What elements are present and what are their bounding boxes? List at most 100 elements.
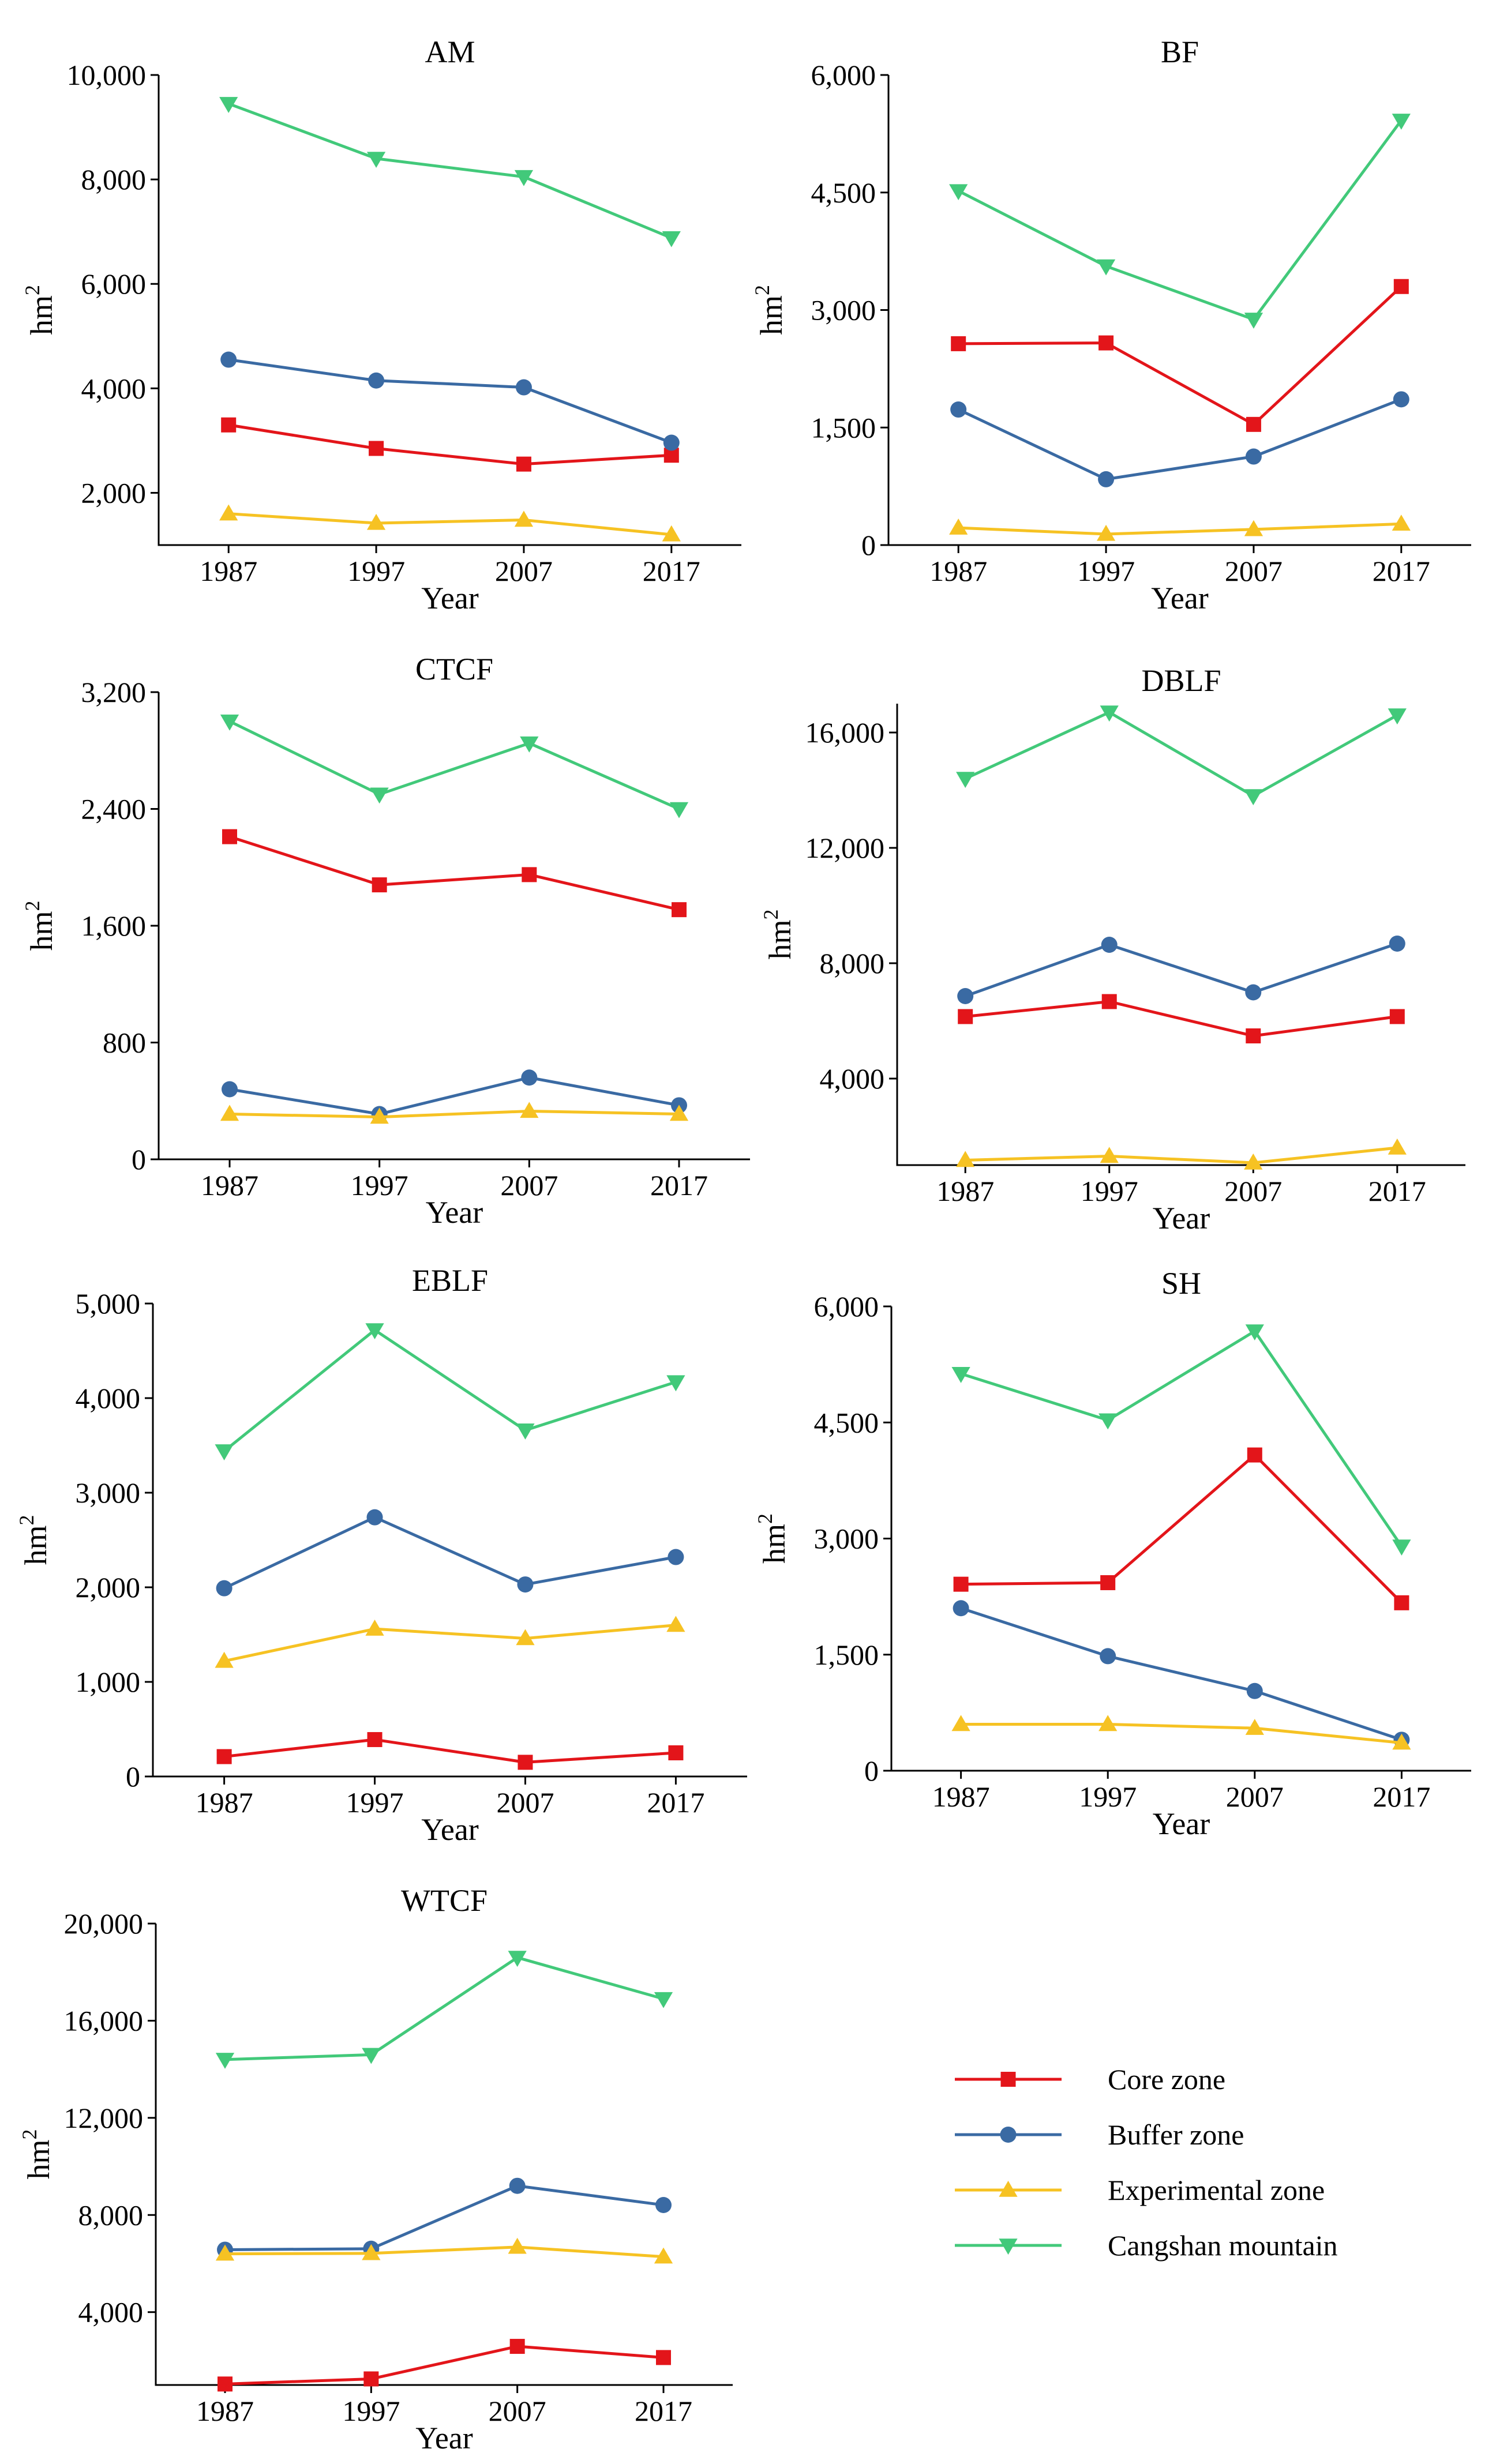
point-bf-buffer-2007 bbox=[1245, 448, 1262, 465]
point-wtcf-buffer-2017 bbox=[655, 2197, 672, 2213]
panel-bf: BF 0 1,500 3,000 4,500 6,000 1987 1997 2007 2017 Y… bbox=[751, 35, 1471, 615]
point-sh-experimental-2017 bbox=[1392, 1733, 1411, 1750]
point-ctcf-experimental-2007 bbox=[520, 1102, 539, 1118]
panel-eblf: EBLF 0 1,000 2,000 3,000 4,000 5,000 1987 1997 20… bbox=[15, 1263, 747, 1847]
point-sh-core-2007 bbox=[1247, 1447, 1262, 1463]
chart-title-dblf: DBLF bbox=[1141, 663, 1221, 698]
point-am-buffer-2017 bbox=[663, 434, 680, 451]
y-tick-label-sh-1: 1,500 bbox=[814, 1639, 879, 1671]
series-line-dblf-core bbox=[965, 1000, 1398, 1038]
x-tick-label-bf-1: 1997 bbox=[1077, 555, 1135, 587]
series-line-wtcf-core bbox=[224, 2345, 664, 2386]
point-ctcf-core-2017 bbox=[672, 902, 687, 918]
point-wtcf-experimental-2017 bbox=[654, 2247, 673, 2264]
y-tick-label-bf-3: 4,500 bbox=[811, 176, 876, 209]
point-dblf-cangshan-1987 bbox=[956, 772, 975, 788]
chart-title-ctcf: CTCF bbox=[415, 652, 493, 686]
x-tick-label-ctcf-3: 2017 bbox=[650, 1169, 708, 1201]
point-ctcf-core-1997 bbox=[372, 877, 387, 893]
point-bf-cangshan-2007 bbox=[1244, 313, 1263, 329]
legend-label-buffer: Buffer zone bbox=[1108, 2119, 1244, 2151]
y-tick-label-am-0: 2,000 bbox=[81, 476, 147, 509]
y-axis-title-eblf: hm2 bbox=[15, 1515, 53, 1565]
x-tick-label-eblf-0: 1987 bbox=[196, 1786, 253, 1819]
legend-marker-cangshan bbox=[999, 2238, 1018, 2255]
point-wtcf-experimental-1997 bbox=[362, 2244, 381, 2260]
series-line-eblf-cangshan bbox=[223, 1328, 677, 1452]
point-sh-cangshan-1997 bbox=[1098, 1413, 1118, 1430]
point-dblf-experimental-1997 bbox=[1100, 1147, 1119, 1163]
y-axis-title-am: hm2 bbox=[21, 285, 59, 335]
point-bf-experimental-2017 bbox=[1392, 514, 1411, 531]
point-sh-core-2017 bbox=[1394, 1595, 1409, 1610]
point-eblf-experimental-2007 bbox=[516, 1629, 535, 1646]
x-tick-label-sh-0: 1987 bbox=[932, 1781, 990, 1813]
x-tick-label-sh-2: 2007 bbox=[1226, 1781, 1284, 1813]
point-am-core-2007 bbox=[516, 456, 531, 472]
series-line-eblf-core bbox=[224, 1738, 676, 1764]
point-ctcf-experimental-1997 bbox=[370, 1107, 389, 1124]
series-line-am-core bbox=[228, 423, 672, 466]
point-sh-core-1987 bbox=[953, 1576, 969, 1592]
legend-label-experimental: Experimental zone bbox=[1108, 2174, 1325, 2206]
point-bf-buffer-1997 bbox=[1098, 471, 1115, 487]
point-dblf-cangshan-2017 bbox=[1388, 708, 1407, 725]
x-tick-label-am-3: 2017 bbox=[643, 555, 700, 587]
legend-marker-buffer bbox=[1000, 2127, 1017, 2143]
chart-title-am: AM bbox=[425, 35, 475, 69]
y-tick-label-am-3: 8,000 bbox=[81, 163, 147, 196]
point-bf-buffer-2017 bbox=[1393, 391, 1409, 408]
y-tick-label-wtcf-2: 12,000 bbox=[64, 2102, 144, 2134]
point-ctcf-cangshan-2017 bbox=[669, 802, 689, 818]
point-sh-cangshan-1987 bbox=[951, 1367, 970, 1383]
point-dblf-core-2007 bbox=[1246, 1028, 1261, 1043]
point-dblf-core-1997 bbox=[1101, 994, 1117, 1009]
y-tick-label-bf-0: 0 bbox=[861, 529, 876, 561]
y-tick-label-sh-0: 0 bbox=[864, 1755, 879, 1787]
point-dblf-buffer-1987 bbox=[957, 988, 974, 1004]
point-eblf-cangshan-2017 bbox=[666, 1375, 685, 1392]
point-ctcf-buffer-1987 bbox=[222, 1081, 238, 1098]
point-bf-cangshan-1987 bbox=[949, 184, 968, 201]
point-sh-buffer-1987 bbox=[953, 1600, 969, 1617]
point-eblf-buffer-1997 bbox=[366, 1509, 383, 1526]
x-tick-label-ctcf-1: 1997 bbox=[351, 1169, 408, 1201]
point-bf-experimental-2007 bbox=[1244, 520, 1263, 536]
axes-ctcf bbox=[158, 692, 750, 1160]
y-tick-label-eblf-4: 4,000 bbox=[76, 1382, 141, 1414]
point-dblf-experimental-2017 bbox=[1388, 1138, 1407, 1155]
series-line-sh-buffer bbox=[960, 1606, 1403, 1741]
series-line-ctcf-experimental bbox=[229, 1109, 680, 1119]
series-line-am-buffer bbox=[228, 358, 672, 444]
point-wtcf-core-1987 bbox=[218, 2376, 233, 2392]
point-ctcf-core-2007 bbox=[522, 867, 537, 882]
series-line-sh-experimental bbox=[961, 1723, 1402, 1745]
y-tick-label-eblf-0: 0 bbox=[126, 1760, 140, 1793]
point-bf-core-2007 bbox=[1246, 416, 1261, 432]
x-tick-label-dblf-0: 1987 bbox=[936, 1175, 994, 1207]
point-eblf-experimental-1997 bbox=[365, 1620, 384, 1636]
point-am-buffer-1987 bbox=[220, 351, 237, 368]
point-dblf-cangshan-1997 bbox=[1100, 705, 1119, 722]
point-dblf-core-2017 bbox=[1389, 1009, 1405, 1024]
y-axis-title-wtcf: hm2 bbox=[18, 2129, 56, 2179]
point-bf-core-2017 bbox=[1393, 279, 1409, 294]
series-line-bf-buffer bbox=[958, 398, 1402, 481]
point-dblf-buffer-1997 bbox=[1101, 937, 1118, 953]
x-axis-title-wtcf: Year bbox=[415, 2421, 473, 2455]
y-tick-label-eblf-5: 5,000 bbox=[76, 1287, 141, 1320]
point-bf-buffer-1987 bbox=[950, 401, 967, 418]
x-tick-label-am-1: 1997 bbox=[347, 555, 405, 587]
y-tick-label-bf-2: 3,000 bbox=[811, 294, 876, 326]
point-wtcf-cangshan-2007 bbox=[508, 1951, 527, 1967]
y-tick-label-eblf-1: 1,000 bbox=[76, 1666, 141, 1698]
x-axis-title-ctcf: Year bbox=[426, 1195, 483, 1230]
series-line-sh-cangshan bbox=[960, 1329, 1403, 1547]
y-tick-label-dblf-0: 4,000 bbox=[820, 1062, 885, 1095]
y-tick-label-sh-2: 3,000 bbox=[814, 1523, 879, 1555]
point-ctcf-cangshan-2007 bbox=[520, 736, 539, 753]
legend: Core zone Buffer zone Experimental zone Can… bbox=[955, 2063, 1338, 2262]
point-dblf-experimental-2007 bbox=[1244, 1153, 1263, 1170]
point-am-cangshan-1987 bbox=[219, 97, 238, 113]
